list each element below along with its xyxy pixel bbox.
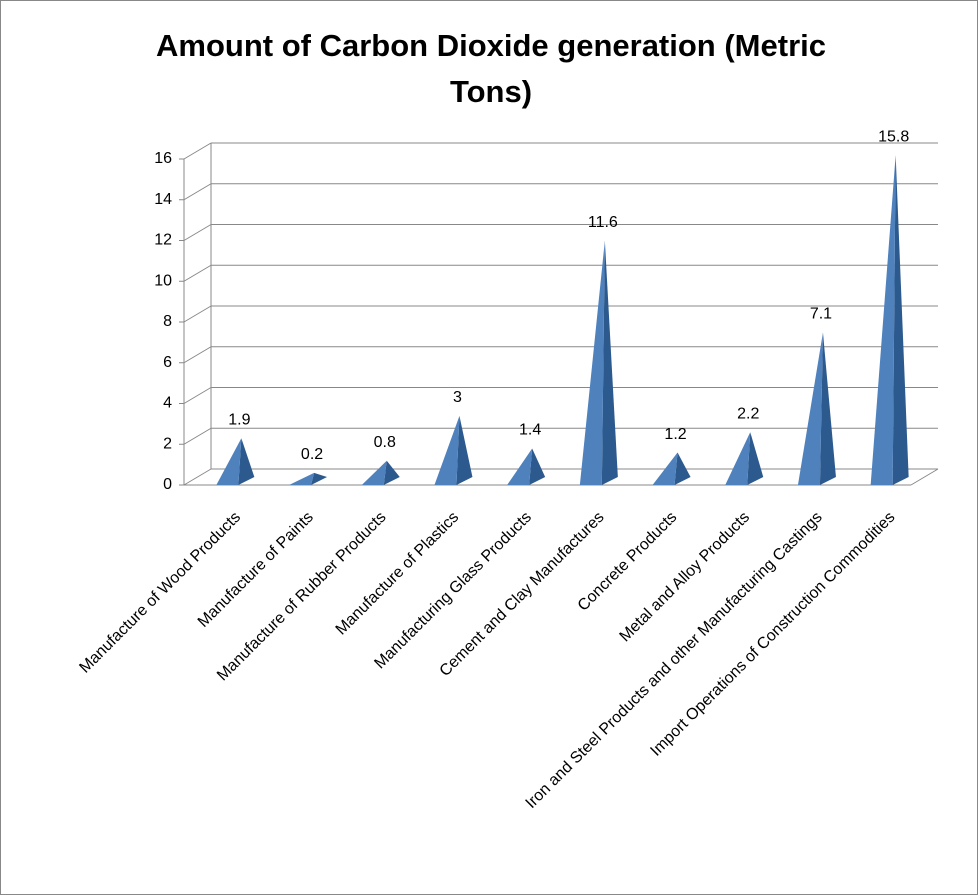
value-label: 11.6 xyxy=(588,214,618,231)
pyramid-front xyxy=(507,448,533,485)
chart-title: Amount of Carbon Dioxide generation (Met… xyxy=(156,28,826,109)
x-tick-label: Manufacture of Wood Products xyxy=(76,509,244,677)
value-label: 1.2 xyxy=(664,426,686,443)
y-tick-label: 12 xyxy=(154,232,172,249)
pyramid-side xyxy=(311,472,328,485)
y-tick-label: 0 xyxy=(163,476,172,493)
value-label: 1.9 xyxy=(228,412,250,429)
grid-line xyxy=(183,305,212,323)
pyramid-side xyxy=(529,448,546,485)
pyramid xyxy=(216,438,255,485)
pyramid-side xyxy=(456,415,473,485)
pyramid xyxy=(652,452,691,485)
pyramid-side xyxy=(819,332,836,485)
value-label: 0.2 xyxy=(301,446,323,463)
y-tick-label: 2 xyxy=(163,435,172,452)
pyramid-front xyxy=(216,438,242,485)
pyramid-front xyxy=(797,332,823,485)
pyramid xyxy=(725,432,764,485)
grid-line xyxy=(183,264,212,282)
pyramid-front xyxy=(289,472,315,485)
pyramid xyxy=(579,240,618,485)
pyramid-side xyxy=(892,155,909,485)
value-label: 15.8 xyxy=(878,128,909,145)
pyramid-side xyxy=(747,432,764,485)
x-tick-label: Import Operations of Construction Commod… xyxy=(647,509,898,760)
grid-line xyxy=(183,387,212,404)
value-label: 1.4 xyxy=(519,422,541,439)
pyramid-side xyxy=(674,452,691,485)
y-tick-label: 16 xyxy=(154,150,172,167)
grid-line xyxy=(183,346,212,364)
y-tick-label: 14 xyxy=(154,191,172,208)
pyramid-side xyxy=(601,240,618,485)
y-tick-label: 6 xyxy=(163,354,172,371)
y-tick-label: 4 xyxy=(163,395,172,412)
grid-line xyxy=(183,183,212,201)
grid-line xyxy=(183,224,212,241)
pyramid xyxy=(434,415,473,485)
pyramid xyxy=(507,448,546,485)
pyramid-front xyxy=(361,460,387,485)
y-tick-label: 10 xyxy=(154,272,172,289)
pyramid-side xyxy=(238,438,255,485)
pyramid xyxy=(289,472,328,485)
pyramid xyxy=(361,460,400,485)
value-label: 3 xyxy=(453,389,462,406)
grid-line xyxy=(183,142,212,160)
pyramid-front xyxy=(652,452,678,485)
value-label: 7.1 xyxy=(810,306,832,323)
pyramid-front xyxy=(870,155,896,485)
value-label: 2.2 xyxy=(737,405,759,422)
grid-line xyxy=(183,468,212,486)
y-tick-label: 8 xyxy=(163,313,172,330)
value-label: 0.8 xyxy=(374,434,396,451)
floor-edge xyxy=(910,468,939,486)
pyramid xyxy=(797,332,836,485)
x-tick-label: Metal and Alloy Products xyxy=(617,509,754,646)
x-tick-label: Manufacture of Plastics xyxy=(333,509,463,639)
pyramid-front xyxy=(434,415,460,485)
pyramid-front xyxy=(725,432,751,485)
pyramid xyxy=(870,155,909,485)
x-tick-label: Manufacturing Glass Products xyxy=(371,509,535,673)
pyramid-side xyxy=(383,460,400,485)
grid-line xyxy=(183,427,212,445)
pyramid-front xyxy=(579,240,605,485)
